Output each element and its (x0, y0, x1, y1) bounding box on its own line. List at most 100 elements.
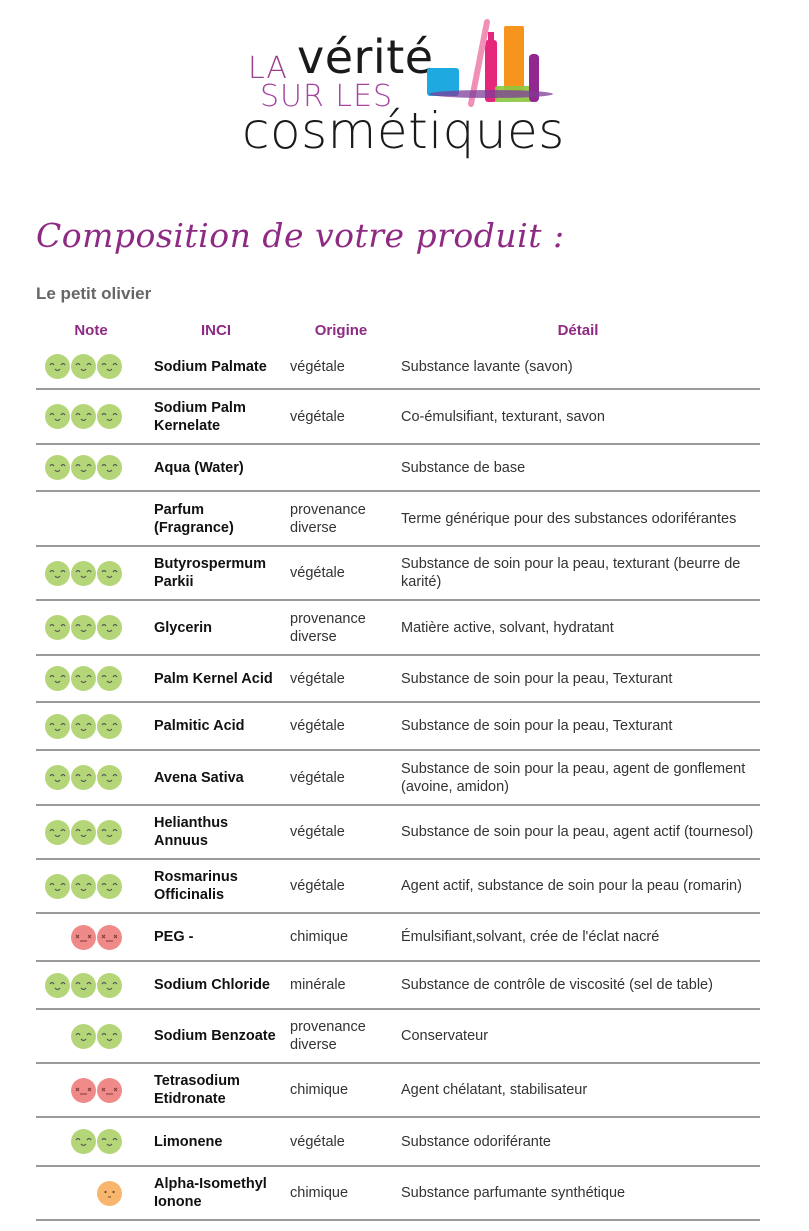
smiley-good-icon (71, 819, 96, 845)
detail-cell: Substance de soin pour la peau, agent de… (401, 760, 746, 795)
smiley-good-icon (45, 713, 70, 739)
smiley-good-icon (45, 615, 70, 640)
table-row: PEG - chimique Émulsifiant,solvant, crée d… (36, 914, 760, 962)
smiley-good-icon (45, 404, 70, 429)
origine-cell: provenance diverse (290, 501, 366, 536)
table-row: Glycerin provenance diverse Matière active… (36, 601, 760, 656)
table-body: Sodium Palmate végétale Substance lavante … (36, 345, 760, 1221)
smiley-good-icon (45, 354, 70, 379)
section-title: Composition de votre produit : (36, 216, 565, 255)
origine-cell: minérale (290, 977, 346, 993)
inci-cell: Sodium Palm Kernelate (154, 399, 246, 434)
smiley-good-icon (97, 354, 122, 379)
detail-cell: Substance lavante (savon) (401, 358, 573, 375)
note-rating (36, 1023, 146, 1049)
origine-cell: provenance diverse (290, 610, 366, 645)
smiley-bad-icon (71, 924, 96, 950)
smiley-good-icon (71, 713, 96, 739)
detail-cell: Émulsifiant,solvant, crée de l'éclat nac… (401, 929, 660, 945)
note-rating (36, 615, 146, 640)
note-rating (36, 765, 146, 790)
table-row: Palm Kernel Acid végétale Substance de soi… (36, 656, 760, 703)
composition-table: Note INCI Origine Détail Sodium Palmate v… (36, 316, 760, 1221)
logo-text-verite: vérité (297, 30, 434, 84)
smiley-good-icon (45, 560, 70, 586)
table-row: Butyrospermum Parkii végétale Substance de… (36, 547, 760, 601)
smiley-good-icon (97, 765, 122, 790)
site-logo[interactable]: LA vérité SUR LES cosmétiques (240, 18, 570, 168)
note-rating (36, 354, 146, 379)
smiley-good-icon (97, 1023, 122, 1049)
smiley-good-icon (71, 615, 96, 640)
origine-cell: provenance diverse (290, 1019, 366, 1053)
smiley-good-icon (97, 873, 122, 899)
table-row: Parfum (Fragrance) provenance diverse Term… (36, 492, 760, 547)
origine-cell: végétale (290, 358, 345, 375)
note-rating (36, 1077, 146, 1103)
table-row: Sodium Chloride minérale Substance de cont… (36, 962, 760, 1010)
detail-cell: Substance de base (401, 459, 526, 476)
inci-cell: Palmitic Acid (154, 718, 245, 734)
origine-cell: végétale (290, 769, 345, 786)
header-inci: INCI (201, 322, 231, 339)
detail-cell: Substance de soin pour la peau, Texturan… (401, 670, 673, 687)
note-rating (36, 819, 146, 845)
detail-cell: Substance de soin pour la peau, Texturan… (401, 718, 673, 734)
note-rating (36, 713, 146, 739)
detail-cell: Substance de contrôle de viscosité (sel … (401, 977, 713, 993)
inci-cell: Rosmarinus Officinalis (154, 869, 238, 903)
inci-cell: Glycerin (154, 619, 213, 636)
detail-cell: Agent actif, substance de soin pour la p… (401, 878, 742, 894)
inci-cell: PEG - (154, 929, 194, 945)
table-row: Sodium Palm Kernelate végétale Co-émulsifi… (36, 390, 760, 445)
origine-cell: végétale (290, 565, 345, 581)
smiley-good-icon (97, 972, 122, 998)
detail-cell: Substance parfumante synthétique (401, 1185, 626, 1201)
table-row: Palmitic Acid végétale Substance de soin p… (36, 703, 760, 751)
inci-cell: Limonene (154, 1133, 223, 1150)
note-rating (36, 560, 146, 586)
table-row: Helianthus Annuus végétale Substance de so… (36, 806, 760, 860)
origine-cell: végétale (290, 824, 345, 840)
origine-cell: chimique (290, 929, 349, 945)
smiley-good-icon (97, 713, 122, 739)
table-row: Aqua (Water) Substance de base (36, 445, 760, 492)
note-rating (36, 1129, 146, 1154)
smiley-good-icon (45, 873, 70, 899)
smiley-good-icon (97, 455, 122, 480)
smiley-bad-icon (97, 1077, 122, 1103)
table-row: Rosmarinus Officinalis végétale Agent acti… (36, 860, 760, 914)
smiley-neutral-icon (97, 1180, 122, 1206)
detail-cell: Co-émulsifiant, texturant, savon (401, 408, 605, 425)
table-row: Tetrasodium Etidronate chimique Agent chél… (36, 1064, 760, 1118)
inci-cell: Helianthus Annuus (154, 815, 229, 849)
inci-cell: Alpha-Isomethyl Ionone (154, 1176, 267, 1210)
smiley-good-icon (97, 404, 122, 429)
inci-cell: Butyrospermum Parkii (154, 556, 266, 590)
smiley-good-icon (71, 972, 96, 998)
origine-cell: végétale (290, 718, 345, 734)
table-row: Avena Sativa végétale Substance de soin po… (36, 751, 760, 806)
origine-cell: chimique (290, 1082, 349, 1098)
smiley-good-icon (71, 873, 96, 899)
origine-cell: chimique (290, 1185, 349, 1201)
smiley-good-icon (71, 666, 96, 691)
detail-cell: Substance odoriférante (401, 1133, 551, 1150)
smiley-good-icon (97, 615, 122, 640)
header-detail: Détail (557, 322, 599, 339)
note-rating (36, 924, 146, 950)
origine-cell: végétale (290, 878, 345, 894)
smiley-good-icon (71, 1129, 96, 1154)
note-rating (36, 1180, 146, 1206)
inci-cell: Parfum (Fragrance) (154, 501, 234, 536)
origine-cell: végétale (290, 670, 345, 687)
smiley-good-icon (97, 819, 122, 845)
smiley-good-icon (45, 765, 70, 790)
detail-cell: Agent chélatant, stabilisateur (401, 1082, 588, 1098)
smiley-good-icon (45, 666, 70, 691)
inci-cell: Sodium Palmate (154, 358, 267, 375)
smiley-good-icon (97, 1129, 122, 1154)
smiley-good-icon (71, 765, 96, 790)
smiley-good-icon (97, 666, 122, 691)
note-rating (36, 972, 146, 998)
